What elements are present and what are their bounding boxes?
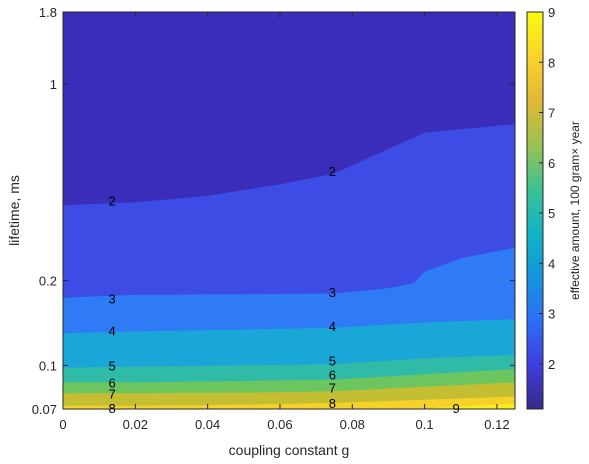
contour-label-8: 8 [109,401,116,416]
contour-label-3: 3 [329,285,336,300]
x-tick-label: 0 [59,417,66,432]
colorbar-tick-label: 2 [548,357,555,372]
contour-label-6: 6 [329,367,336,382]
plot-frame [62,11,516,410]
contour-label-7: 7 [329,380,336,395]
x-tick-label: 0.08 [340,417,365,432]
x-tick-label: 0.04 [195,417,220,432]
y-axis-label: lifetime, ms [6,175,22,246]
colorbar-tick-label: 9 [548,5,555,20]
contour-label-5: 5 [109,358,116,373]
contour-label-8: 8 [329,396,336,411]
region-above-9 [417,403,515,409]
y-tick-label: 0.07 [32,402,57,417]
colorbar-tick-label: 4 [548,256,555,271]
contour-label-9: 9 [452,401,459,416]
contour-label-5: 5 [329,354,336,369]
x-tick-label: 0.12 [484,417,509,432]
contour-label-6: 6 [109,375,116,390]
contour-regions [63,12,515,409]
x-tick-label: 0.02 [123,417,148,432]
x-tick-label: 0.06 [267,417,292,432]
contour-label-4: 4 [109,324,116,339]
region-above-8 [63,396,515,409]
colorbar-ticks: 2 3 4 5 6 7 8 9 [539,5,555,372]
colorbar-label: effective amount, 100 gram× year [568,121,582,300]
contour-label-2: 2 [109,194,116,209]
y-tick-label: 0.2 [39,274,57,289]
y-tick-label: 1.8 [39,5,57,20]
colorbar-tick-label: 8 [548,55,555,70]
contour-label-2: 2 [329,164,336,179]
colorbar [526,11,544,410]
contour-label-7: 7 [109,386,116,401]
colorbar-tick-label: 5 [548,206,555,221]
colorbar-tick-label: 6 [548,156,555,171]
y-tick-label: 0.1 [39,358,57,373]
colorbar-tick-label: 7 [548,106,555,121]
colorbar-tick-label: 3 [548,307,555,322]
x-axis: 0 0.02 0.04 0.06 0.08 0.1 0.12 [59,12,510,432]
y-axis: 1.8 1 0.2 0.1 0.07 [32,5,515,417]
x-tick-label: 0.1 [416,417,434,432]
y-tick-label: 1 [50,77,57,92]
contour-label-3: 3 [109,291,116,306]
x-axis-label: coupling constant g [229,442,350,458]
contour-label-4: 4 [329,319,336,334]
